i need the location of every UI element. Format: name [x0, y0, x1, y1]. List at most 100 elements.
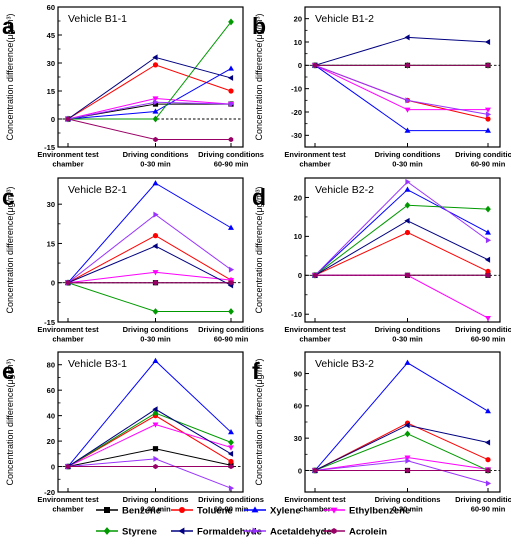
series-line-acetaldehyde — [67, 458, 232, 489]
legend: Benzene Toluene Xylene Ethylbenzene Styrene F… — [96, 506, 410, 538]
legend-label: Formaldehyde — [197, 527, 262, 538]
data-point-formaldehyde — [227, 74, 234, 81]
plot-frame — [304, 351, 501, 493]
legend-marker — [103, 527, 111, 535]
panel-title: Vehicle B3-2 — [315, 358, 374, 370]
series-line-acetaldehyde — [314, 460, 489, 484]
series-line-toluene — [314, 422, 489, 471]
data-point-acrolein — [405, 467, 410, 474]
y-tick-label: -10 — [291, 310, 302, 319]
y-tick-label: -15 — [44, 318, 55, 327]
data-point-formaldehyde — [484, 256, 491, 263]
y-tick-label: 0 — [51, 462, 55, 471]
y-tick-label: 40 — [47, 411, 55, 420]
data-point-formaldehyde — [152, 243, 158, 250]
legend-label: Xylene — [270, 506, 301, 517]
data-point-acetaldehyde — [485, 237, 492, 244]
x-tick-label: Driving conditions 0-30 min — [375, 495, 441, 514]
x-tick-label: Driving conditions 0-30 min — [123, 150, 189, 169]
data-point-ethylbenzene — [485, 316, 491, 322]
data-point-xylene — [485, 229, 491, 235]
legend-marker — [252, 527, 259, 535]
data-point-acrolein — [312, 62, 318, 68]
data-point-xylene — [228, 429, 234, 435]
legend-item-acrolein: Acrolein — [323, 527, 387, 538]
data-point-ethylbenzene — [404, 455, 411, 461]
data-point-acrolein — [153, 136, 158, 143]
data-point-xylene — [152, 180, 159, 186]
y-tick-label: 10 — [294, 232, 302, 241]
data-point-acrolein — [312, 272, 318, 278]
legend-marker — [251, 506, 259, 513]
data-point-benzene — [152, 446, 159, 452]
panel-letter: b — [252, 13, 266, 39]
panel-title: Vehicle B3-1 — [68, 358, 127, 370]
y-tick-label: 0 — [51, 279, 55, 288]
data-point-formaldehyde — [484, 39, 491, 45]
series-line-styrene — [67, 282, 231, 313]
data-point-toluene — [228, 88, 234, 94]
y-tick-label: -20 — [291, 108, 302, 117]
y-tick-label: -30 — [291, 131, 302, 140]
y-tick-label: 20 — [294, 193, 302, 202]
data-point-acrolein — [485, 62, 491, 68]
legend-item-benzene: Benzene — [96, 506, 161, 517]
series-line-acrolein — [67, 118, 231, 141]
data-point-ethylbenzene — [152, 270, 159, 276]
y-tick-label: -20 — [44, 488, 55, 497]
legend-item-acetaldehyde: Acetaldehyde — [244, 527, 332, 538]
panel-letter: f — [252, 358, 260, 384]
data-point-ethylbenzene — [228, 445, 234, 451]
panel-b: -30 -20 -10 0 10 20 Environment test chamber Dri… — [252, 6, 511, 169]
y-tick-label: 0 — [298, 466, 302, 475]
x-tick-label: Driving conditions 0-30 min — [375, 150, 441, 169]
y-axis-label: Concentration difference(μg/m³) — [5, 358, 15, 485]
data-point-acrolein — [228, 463, 234, 470]
data-point-toluene — [485, 116, 491, 122]
data-point-styrene — [404, 201, 411, 209]
data-point-xylene — [152, 108, 159, 114]
y-tick-label: 45 — [47, 31, 55, 40]
y-axis-label: Concentration difference(μg/m³) — [254, 358, 264, 485]
data-point-xylene — [228, 224, 234, 230]
x-tick-label: Environment test chamber — [37, 150, 99, 169]
legend-marker — [178, 527, 185, 535]
plot-frame — [57, 351, 244, 493]
data-point-styrene — [152, 308, 159, 315]
x-tick-label: Driving conditions 0-30 min — [375, 325, 441, 344]
legend-marker — [104, 507, 110, 513]
plot-frame — [304, 177, 501, 323]
data-point-ethylbenzene — [404, 107, 411, 113]
data-point-acrolein — [405, 272, 410, 278]
data-point-acetaldehyde — [228, 266, 235, 273]
data-point-xylene — [485, 408, 491, 414]
data-point-benzene — [152, 101, 159, 107]
y-axis-label: Concentration difference(μg/m³) — [254, 186, 264, 313]
series-line-toluene — [67, 415, 232, 467]
data-point-acetaldehyde — [485, 111, 492, 118]
y-tick-label: 0 — [298, 61, 302, 70]
legend-label: Ethylbenzene — [349, 506, 410, 517]
plot-frame — [304, 6, 501, 148]
data-point-xylene — [404, 186, 411, 192]
data-point-acetaldehyde — [228, 485, 235, 492]
series-line-xylene — [67, 182, 232, 284]
data-point-acetaldehyde — [153, 99, 159, 106]
panel-letter: c — [2, 184, 15, 210]
data-point-acetaldehyde — [228, 101, 235, 108]
data-point-acrolein — [312, 467, 318, 474]
legend-label: Acetaldehyde — [270, 527, 332, 538]
data-point-xylene — [404, 359, 411, 365]
panel-letter: e — [2, 358, 15, 384]
legend-label: Styrene — [122, 527, 157, 538]
plot-frame — [57, 177, 244, 323]
y-tick-label: 30 — [47, 200, 55, 209]
legend-item-formaldehyde: Formaldehyde — [171, 527, 262, 538]
data-point-formaldehyde — [484, 439, 491, 446]
y-tick-label: 0 — [51, 115, 55, 124]
series-line-toluene — [314, 231, 489, 276]
series-line-toluene — [67, 64, 232, 120]
data-point-ethylbenzene — [152, 422, 159, 428]
